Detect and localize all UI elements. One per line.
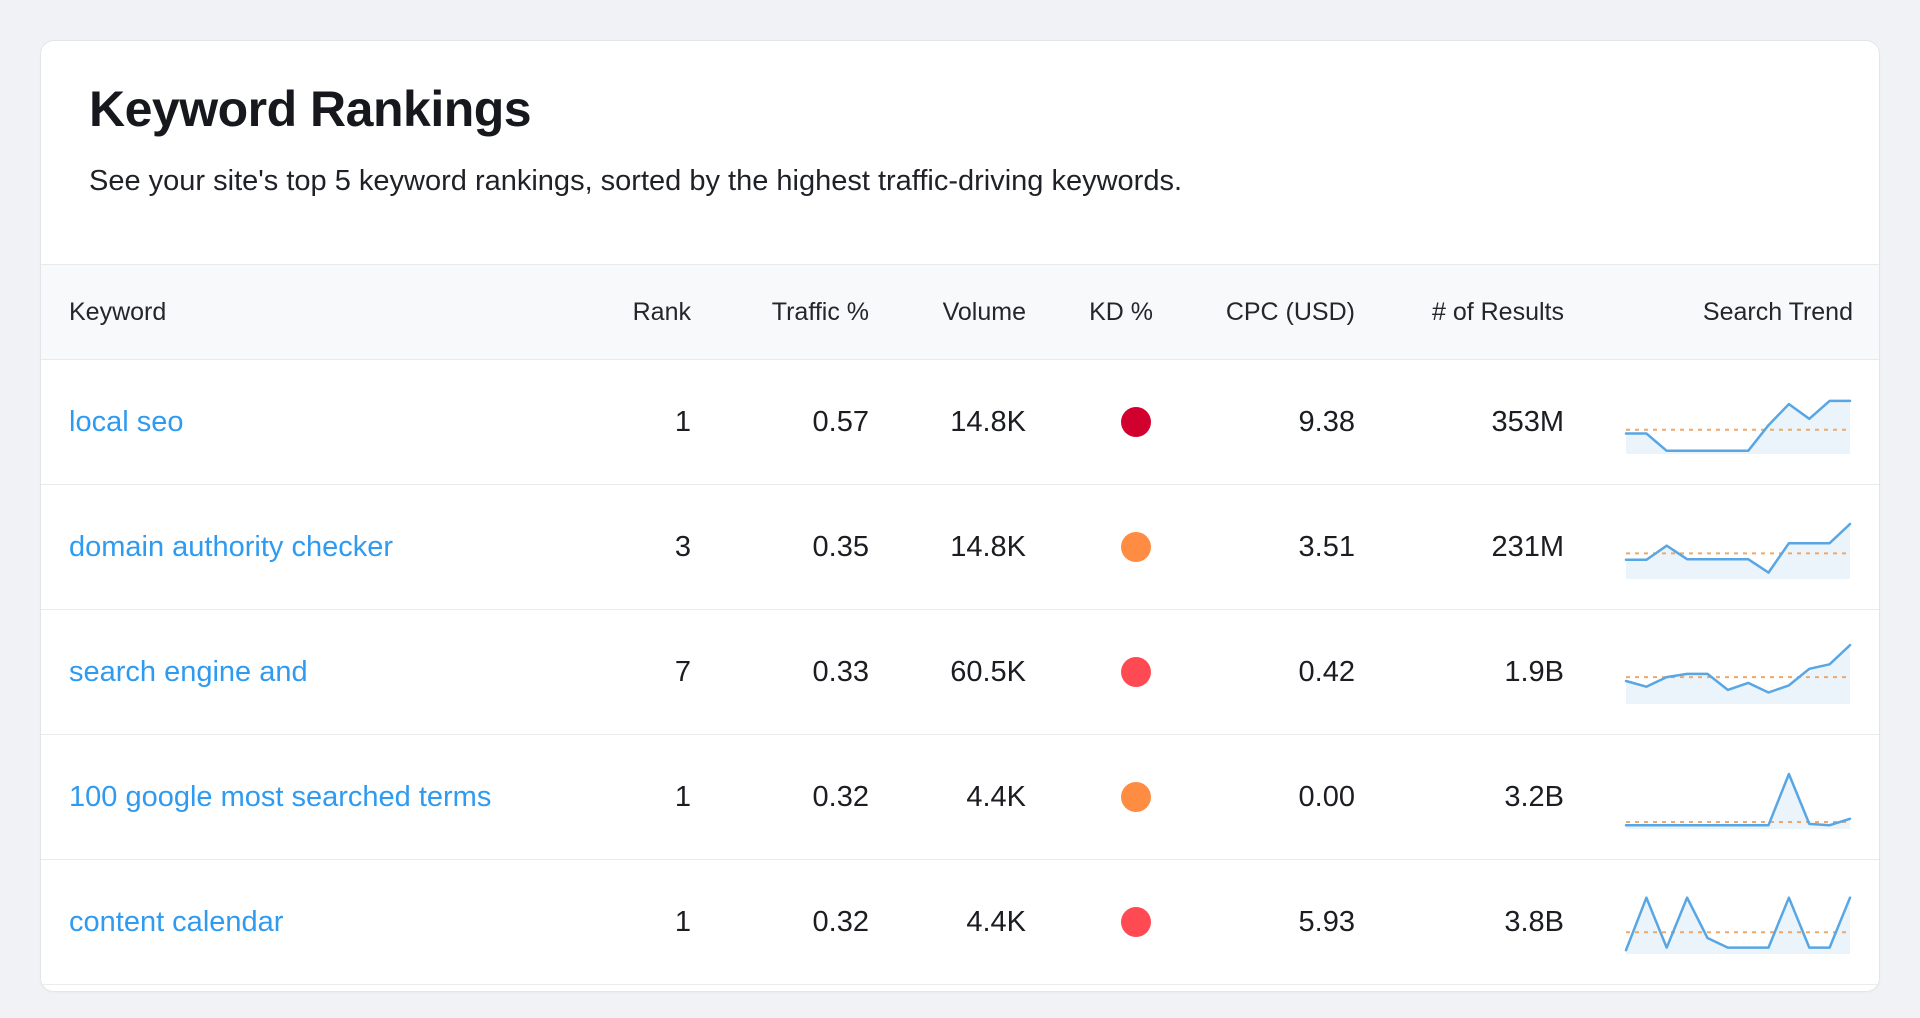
kd-difficulty-dot bbox=[1121, 532, 1151, 562]
column-header-cpc-usd: CPC (USD) bbox=[1225, 297, 1355, 326]
column-header-volume: Volume bbox=[942, 297, 1026, 326]
column-header-search-trend: Search Trend bbox=[1702, 297, 1853, 326]
table-row: domain authority checker 3 0.35 14.8K 3.… bbox=[41, 485, 1879, 610]
table-header-row: Keyword Rank Traffic % Volume KD % CPC (USD) #… bbox=[41, 264, 1879, 360]
search-trend-sparkline bbox=[1564, 887, 1853, 957]
column-header-kd: KD % bbox=[1089, 297, 1153, 326]
kd-cell bbox=[1026, 532, 1153, 562]
column-header-rank: Rank bbox=[632, 297, 691, 326]
keyword-rankings-card: Keyword Rankings See your site's top 5 k… bbox=[40, 40, 1880, 992]
column-header-keyword: Keyword bbox=[69, 297, 167, 326]
rank-value: 1 bbox=[674, 780, 691, 813]
rank-value: 7 bbox=[674, 655, 691, 688]
kd-cell bbox=[1026, 407, 1153, 437]
results-count-value: 231M bbox=[1491, 530, 1564, 563]
kd-cell bbox=[1026, 782, 1153, 812]
keyword-cell: domain authority checker bbox=[69, 531, 569, 564]
keyword-cell: 100 google most searched terms bbox=[69, 781, 569, 814]
results-count-value: 3.8B bbox=[1504, 905, 1564, 938]
traffic-percent-value: 0.32 bbox=[812, 905, 869, 938]
kd-difficulty-dot bbox=[1121, 782, 1151, 812]
keyword-rankings-table: Keyword Rank Traffic % Volume KD % CPC (USD) #… bbox=[41, 264, 1879, 985]
cpc-value: 0.42 bbox=[1298, 655, 1355, 688]
cpc-value: 9.38 bbox=[1298, 405, 1355, 438]
cpc-value: 3.51 bbox=[1298, 530, 1355, 563]
keyword-cell: search engine and bbox=[69, 656, 569, 689]
keyword-link[interactable]: search engine and bbox=[69, 655, 308, 688]
results-count-value: 1.9B bbox=[1504, 655, 1564, 688]
volume-value: 4.4K bbox=[966, 905, 1026, 938]
kd-cell bbox=[1026, 907, 1153, 937]
search-trend-sparkline bbox=[1564, 637, 1853, 707]
keyword-link[interactable]: 100 google most searched terms bbox=[69, 780, 492, 813]
keyword-cell: content calendar bbox=[69, 906, 569, 939]
search-trend-sparkline bbox=[1564, 762, 1853, 832]
traffic-percent-value: 0.33 bbox=[812, 655, 869, 688]
cpc-value: 5.93 bbox=[1298, 905, 1355, 938]
table-row: content calendar 1 0.32 4.4K 5.93 3.8B bbox=[41, 860, 1879, 985]
column-header-traffic: Traffic % bbox=[771, 297, 869, 326]
column-header-of-results: # of Results bbox=[1431, 297, 1564, 326]
results-count-value: 3.2B bbox=[1504, 780, 1564, 813]
kd-difficulty-dot bbox=[1121, 907, 1151, 937]
volume-value: 4.4K bbox=[966, 780, 1026, 813]
card-header: Keyword Rankings See your site's top 5 k… bbox=[41, 41, 1879, 198]
volume-value: 14.8K bbox=[950, 530, 1026, 563]
volume-value: 60.5K bbox=[950, 655, 1026, 688]
traffic-percent-value: 0.32 bbox=[812, 780, 869, 813]
keyword-link[interactable]: domain authority checker bbox=[69, 530, 393, 563]
rank-value: 1 bbox=[674, 905, 691, 938]
table-body: local seo 1 0.57 14.8K 9.38 353M domain … bbox=[41, 360, 1879, 985]
table-row: 100 google most searched terms 1 0.32 4.… bbox=[41, 735, 1879, 860]
keyword-cell: local seo bbox=[69, 406, 569, 439]
traffic-percent-value: 0.57 bbox=[812, 405, 869, 438]
table-row: search engine and 7 0.33 60.5K 0.42 1.9B bbox=[41, 610, 1879, 735]
keyword-link[interactable]: content calendar bbox=[69, 905, 284, 938]
kd-cell bbox=[1026, 657, 1153, 687]
results-count-value: 353M bbox=[1491, 405, 1564, 438]
table-row: local seo 1 0.57 14.8K 9.38 353M bbox=[41, 360, 1879, 485]
search-trend-sparkline bbox=[1564, 387, 1853, 457]
kd-difficulty-dot bbox=[1121, 407, 1151, 437]
search-trend-sparkline bbox=[1564, 512, 1853, 582]
cpc-value: 0.00 bbox=[1298, 780, 1355, 813]
rank-value: 1 bbox=[674, 405, 691, 438]
traffic-percent-value: 0.35 bbox=[812, 530, 869, 563]
rank-value: 3 bbox=[674, 530, 691, 563]
page-subtitle: See your site's top 5 keyword rankings, … bbox=[89, 165, 1183, 197]
volume-value: 14.8K bbox=[950, 405, 1026, 438]
keyword-link[interactable]: local seo bbox=[69, 405, 184, 438]
page-title: Keyword Rankings bbox=[89, 81, 532, 137]
kd-difficulty-dot bbox=[1121, 657, 1151, 687]
